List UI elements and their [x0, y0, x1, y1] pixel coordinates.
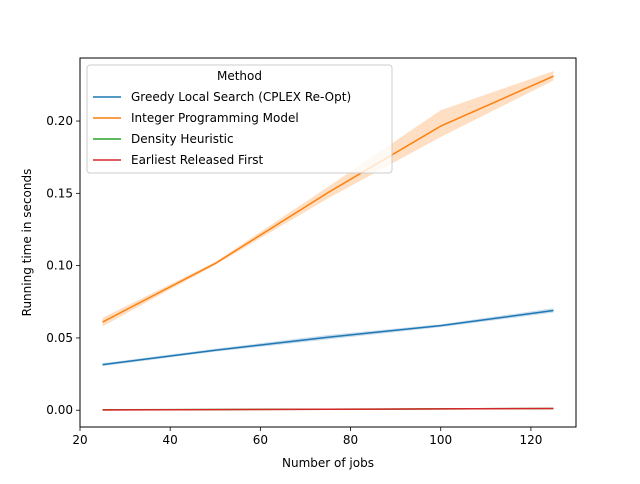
series-1-line: [102, 75, 554, 323]
legend: Method Greedy Local Search (CPLEX Re-Opt…: [86, 64, 393, 174]
y-tick-label: 0.00: [46, 403, 73, 417]
plot-frame: [79, 57, 577, 428]
x-tick-label: 80: [343, 433, 358, 447]
x-tick-label: 120: [519, 433, 542, 447]
legend-label: Density Heuristic: [131, 132, 234, 146]
x-axis: 20 40 60 80 100 120: [72, 427, 542, 447]
y-tick-label: 0.20: [46, 114, 73, 128]
y-axis-label: Running time in seconds: [20, 169, 34, 317]
y-tick-label: 0.10: [46, 259, 73, 273]
x-tick-label: 100: [429, 433, 452, 447]
series-lines: [102, 75, 554, 411]
series-1-confidence-band: [102, 71, 554, 327]
x-tick-label: 40: [163, 433, 178, 447]
legend-label: Integer Programming Model: [131, 111, 299, 125]
series-3-line: [102, 407, 554, 411]
legend-label: Earliest Released First: [131, 153, 264, 167]
y-tick-label: 0.05: [46, 331, 73, 345]
series-0-line: [102, 309, 554, 366]
legend-label: Greedy Local Search (CPLEX Re-Opt): [131, 90, 351, 104]
y-axis: 0.00 0.05 0.10 0.15 0.20: [46, 114, 80, 417]
x-tick-label: 60: [253, 433, 268, 447]
legend-title: Method: [217, 69, 262, 83]
y-tick-label: 0.15: [46, 186, 73, 200]
legend-box: [86, 64, 393, 174]
x-axis-label: Number of jobs: [282, 456, 374, 470]
x-tick-label: 20: [72, 433, 87, 447]
